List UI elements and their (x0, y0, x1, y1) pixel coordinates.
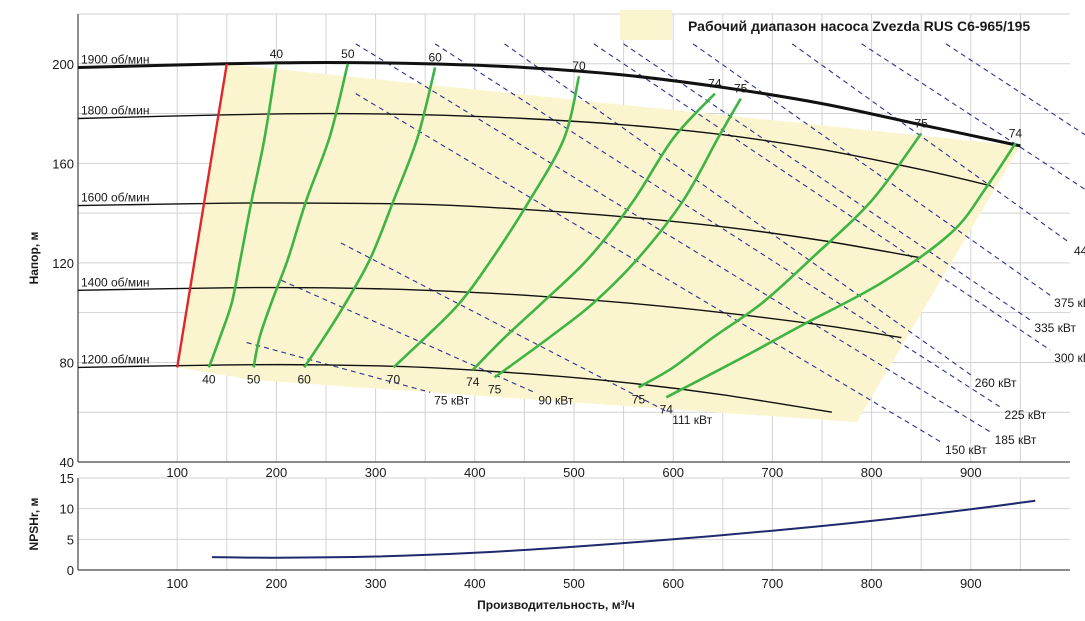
x-tick-label: 700 (762, 465, 784, 480)
efficiency-label-top: 75 (734, 82, 748, 96)
head-chart-area: 75 кВт 90 кВт 111 кВт 150 кВт 185 кВт 225 кВт… (52, 13, 1085, 480)
y-tick-label: 200 (52, 57, 74, 72)
speed-curve (77, 60, 1021, 148)
efficiency-label-bottom: 50 (247, 372, 261, 386)
power-line-label: 375 кВт (1054, 296, 1085, 310)
speed-curve-label: 1800 об/мин (81, 104, 150, 118)
x-tick-label: 200 (266, 576, 288, 591)
x-tick-label: 200 (266, 465, 288, 480)
power-line-label: 225 кВт (1005, 408, 1047, 422)
y-tick-label: 40 (60, 455, 74, 470)
efficiency-label-bottom: 74 (466, 375, 480, 389)
power-line (692, 43, 1051, 296)
efficiency-label-top: 50 (341, 47, 355, 61)
speed-curve (77, 286, 902, 339)
efficiency-label-bottom: 75 (488, 382, 502, 396)
operating-range-area (177, 63, 1021, 423)
power-line-label: 75 кВт (434, 393, 470, 407)
speed-curve-label: 1400 об/мин (81, 275, 150, 289)
power-line (355, 43, 991, 433)
y-axis-title-head: Напор, м (27, 231, 41, 284)
x-tick-label: 900 (960, 576, 982, 591)
y-tick-label: 160 (52, 156, 74, 171)
efficiency-curve (303, 67, 437, 369)
y-tick-label: 0 (67, 563, 74, 578)
efficiency-label-top: 74 (708, 77, 722, 91)
x-tick-label: 700 (762, 576, 784, 591)
power-line-label: 90 кВт (538, 393, 574, 407)
x-tick-label: 600 (662, 465, 684, 480)
speed-curve (77, 112, 991, 187)
efficiency-label-top: 74 (1009, 126, 1023, 140)
efficiency-curve (665, 142, 1017, 399)
power-line-label: 447 кВт (1074, 244, 1085, 258)
efficiency-label-top: 40 (270, 47, 284, 61)
power-line (340, 242, 669, 413)
efficiency-label-bottom: 74 (660, 402, 674, 416)
legend-swatch (620, 10, 672, 40)
power-line (791, 43, 1071, 244)
x-tick-label: 100 (166, 465, 188, 480)
efficiency-curve (493, 97, 742, 379)
speed-curve (77, 363, 833, 413)
speed-curve-label: 1200 об/мин (81, 352, 150, 366)
power-line (623, 43, 1031, 321)
efficiency-curve (392, 75, 581, 369)
power-line (355, 93, 942, 443)
efficiency-label-top: 60 (428, 51, 442, 65)
speed-curve-label: 1600 об/мин (81, 191, 150, 205)
power-line (246, 342, 431, 393)
npsh-curve (211, 499, 1036, 559)
y-tick-label: 10 (60, 502, 74, 517)
y-tick-label: 80 (60, 355, 74, 370)
power-line-label: 150 кВт (945, 443, 987, 457)
y-tick-label: 15 (60, 471, 74, 486)
y-axis-title-npsh: NPSHr, м (27, 497, 41, 550)
efficiency-curve (637, 132, 923, 389)
efficiency-label-bottom: 75 (632, 392, 646, 406)
efficiency-curve (471, 92, 716, 371)
power-line-label: 300 кВт (1054, 351, 1085, 365)
power-line (861, 43, 1085, 190)
power-line-label: 335 кВт (1034, 321, 1076, 335)
x-tick-label: 400 (464, 465, 486, 480)
power-line-label: 260 кВт (975, 376, 1017, 390)
legend-label: Рабочий диапазон насоса Zvezda RUS C6-96… (688, 18, 1030, 34)
efficiency-label-bottom: 60 (297, 372, 311, 386)
legend: Рабочий диапазон насоса Zvezda RUS C6-96… (620, 10, 1030, 40)
efficiency-label-bottom: 40 (202, 372, 216, 386)
x-tick-label: 500 (563, 465, 585, 480)
power-line (281, 279, 535, 393)
efficiency-label-bottom: 70 (387, 372, 401, 386)
efficiency-curve (207, 63, 278, 368)
efficiency-label-top: 70 (572, 59, 586, 73)
x-tick-label: 600 (662, 576, 684, 591)
npsh-chart-area: 100 200 300 400 500 600 700 800 900 0 5 10 15 (60, 471, 1070, 591)
x-axis-title: Производительность, м³/ч (477, 598, 635, 612)
efficiency-label-top: 75 (915, 116, 929, 130)
npsh-grid (78, 477, 1070, 571)
speed-curve-label: 1900 об/мин (81, 53, 150, 67)
x-tick-label: 400 (464, 576, 486, 591)
min-flow-line (176, 63, 228, 368)
x-tick-label: 300 (365, 465, 387, 480)
x-tick-label: 800 (861, 465, 883, 480)
x-tick-label: 800 (861, 576, 883, 591)
y-tick-label: 5 (67, 532, 74, 547)
efficiency-curve (252, 63, 350, 368)
x-tick-label: 500 (563, 576, 585, 591)
x-tick-label: 300 (365, 576, 387, 591)
y-tick-label: 120 (52, 256, 74, 271)
x-tick-label: 900 (960, 465, 982, 480)
power-line (945, 43, 1085, 136)
power-line-label: 111 кВт (672, 413, 712, 427)
power-line (593, 43, 1051, 351)
power-line-label: 185 кВт (995, 433, 1037, 447)
x-tick-label: 100 (166, 576, 188, 591)
